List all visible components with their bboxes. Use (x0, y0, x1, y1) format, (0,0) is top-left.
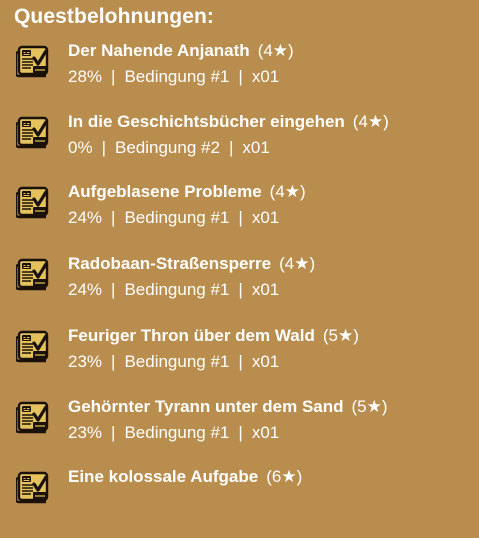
quest-item[interactable]: Eine kolossale Aufgabe (6★) (0, 466, 479, 538)
quest-item[interactable]: In die Geschichtsbücher eingehen (4★) 0% |… (0, 111, 479, 183)
quest-condition: Bedingung #1 (124, 352, 230, 371)
quest-count: x01 (251, 423, 280, 442)
quest-star-rating: (4★) (352, 112, 389, 131)
quest-title-line: Der Nahende Anjanath (4★) (68, 40, 294, 62)
separator: | (111, 208, 116, 227)
quest-item[interactable]: Der Nahende Anjanath (4★) 28% | Bedingung #… (0, 40, 479, 112)
quest-percent: 28% (68, 67, 103, 86)
quest-details: 24% | Bedingung #1 | x01 (68, 279, 279, 301)
separator: | (238, 208, 243, 227)
quest-item[interactable]: Gehörnter Tyrann unter dem Sand (5★) 23% |… (0, 396, 479, 468)
separator: | (111, 423, 116, 442)
quest-count: x01 (251, 208, 280, 227)
separator: | (228, 138, 234, 157)
separator: | (238, 352, 243, 371)
quest-star-rating: (5★) (322, 326, 359, 345)
quest-details: 23% | Bedingung #1 | x01 (68, 351, 279, 373)
quest-condition: Bedingung #1 (124, 208, 230, 227)
quest-details: 28% | Bedingung #1 | x01 (68, 66, 279, 88)
quest-details: 23% | Bedingung #1 | x01 (68, 422, 279, 444)
quest-count: x01 (242, 138, 270, 157)
quest-percent: 0% (68, 138, 93, 157)
quest-title-line: Feuriger Thron über dem Wald (5★) (68, 325, 359, 347)
quest-star-rating: (6★) (266, 467, 303, 486)
quest-title: In die Geschichtsbücher eingehen (68, 112, 345, 131)
quest-scroll-icon (16, 114, 52, 150)
quest-item[interactable]: Feuriger Thron über dem Wald (5★) 23% | Bed… (0, 325, 479, 397)
quest-title-line: Gehörnter Tyrann unter dem Sand (5★) (68, 396, 388, 418)
quest-condition: Bedingung #2 (115, 138, 220, 157)
quest-title-line: Radobaan-Straßensperre (4★) (68, 253, 315, 275)
quest-title: Gehörnter Tyrann unter dem Sand (68, 397, 344, 416)
quest-item[interactable]: Aufgeblasene Probleme (4★) 24% | Bedingung … (0, 181, 479, 253)
quest-title-line: Aufgeblasene Probleme (4★) (68, 181, 306, 203)
separator: | (111, 352, 116, 371)
quest-title: Der Nahende Anjanath (68, 41, 250, 60)
quest-title-line: In die Geschichtsbücher eingehen (4★) (68, 111, 389, 133)
quest-percent: 24% (68, 208, 103, 227)
quest-title: Feuriger Thron über dem Wald (68, 326, 315, 345)
quest-condition: Bedingung #1 (124, 423, 230, 442)
quest-condition: Bedingung #1 (124, 67, 230, 86)
quest-star-rating: (4★) (279, 254, 316, 273)
quest-scroll-icon (16, 184, 52, 220)
quest-scroll-icon (16, 328, 52, 364)
quest-reward-list: Der Nahende Anjanath (4★) 28% | Bedingung #… (0, 40, 479, 504)
quest-percent: 23% (68, 352, 103, 371)
separator: | (111, 280, 116, 299)
separator: | (238, 423, 243, 442)
quest-condition: Bedingung #1 (124, 280, 230, 299)
separator: | (238, 67, 243, 86)
quest-details: 0% | Bedingung #2 | x01 (68, 137, 270, 159)
quest-count: x01 (251, 67, 280, 86)
quest-percent: 23% (68, 423, 103, 442)
quest-scroll-icon (16, 256, 52, 292)
quest-title: Radobaan-Straßensperre (68, 254, 272, 273)
separator: | (111, 67, 116, 86)
quest-percent: 24% (68, 280, 103, 299)
quest-scroll-icon (16, 43, 52, 79)
quest-title: Eine kolossale Aufgabe (68, 467, 259, 486)
quest-item[interactable]: Radobaan-Straßensperre (4★) 24% | Bedingung… (0, 253, 479, 325)
quest-star-rating: (5★) (351, 397, 388, 416)
separator: | (238, 280, 243, 299)
quest-star-rating: (4★) (269, 182, 306, 201)
quest-title: Aufgeblasene Probleme (68, 182, 262, 201)
quest-count: x01 (251, 280, 280, 299)
quest-scroll-icon (16, 399, 52, 435)
quest-title-line: Eine kolossale Aufgabe (6★) (68, 466, 302, 488)
quest-star-rating: (4★) (257, 41, 294, 60)
quest-details: 24% | Bedingung #1 | x01 (68, 207, 279, 229)
quest-scroll-icon (16, 469, 52, 505)
page-title: Questbelohnungen: (14, 5, 215, 28)
separator: | (101, 138, 106, 157)
quest-count: x01 (251, 352, 280, 371)
